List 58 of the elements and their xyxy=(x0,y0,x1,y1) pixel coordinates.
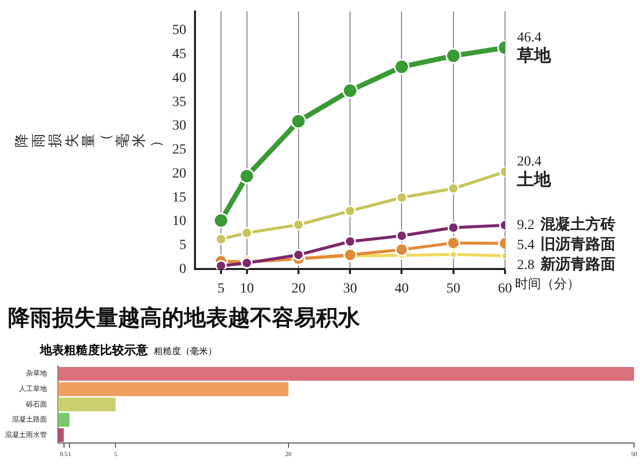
series-label: 旧沥青路面 xyxy=(540,235,616,254)
point xyxy=(394,59,410,75)
point xyxy=(342,82,358,98)
point xyxy=(446,236,460,250)
point xyxy=(396,230,408,242)
bar xyxy=(58,366,634,381)
y-tick-label: 10 xyxy=(172,214,186,230)
point xyxy=(292,249,304,261)
text: 新沥青路面 xyxy=(540,255,616,274)
y-tick-label: 40 xyxy=(172,70,186,86)
x-axis-title: 粗糙度（毫米） xyxy=(154,347,217,357)
y-tick-label: 45 xyxy=(172,47,186,62)
x-axis-title: 时间（分） xyxy=(515,276,580,292)
series-label: 草地 xyxy=(516,46,552,66)
text: 降雨损失量越高的地表越不容易积水 xyxy=(8,304,361,333)
point xyxy=(215,233,227,245)
y-tick-label: 25 xyxy=(172,142,186,158)
point xyxy=(241,227,253,239)
y-tick-label: 35 xyxy=(172,94,186,110)
chart-title: 地表粗糙度比较示意 xyxy=(40,343,148,357)
x-tick-label: 5 xyxy=(218,281,225,296)
bar xyxy=(58,412,70,427)
x-tick-label: 40 xyxy=(394,281,409,296)
series-label: 土地 xyxy=(516,170,552,190)
point xyxy=(396,192,408,204)
point xyxy=(446,48,462,64)
data-label: 9.2 xyxy=(517,218,534,233)
x-tick-label: 10 xyxy=(240,281,254,296)
point xyxy=(239,168,255,184)
x-tick-label: 30 xyxy=(343,281,358,296)
y-tick-label: 5 xyxy=(179,238,186,253)
data-label: 20.4 xyxy=(517,154,542,170)
bar xyxy=(58,428,64,442)
x-tick-label: 50 xyxy=(446,281,460,296)
point xyxy=(344,205,356,217)
y-tick-label: 30 xyxy=(172,118,186,134)
point xyxy=(213,212,229,228)
data-label: 5.4 xyxy=(517,238,534,253)
point xyxy=(292,219,304,231)
x-tick-label: 60 xyxy=(498,281,512,296)
point xyxy=(290,113,306,129)
bar xyxy=(58,382,288,396)
text: 混凝土方砖 xyxy=(540,215,616,234)
point xyxy=(448,182,460,194)
point xyxy=(344,236,356,248)
data-label: 46.4 xyxy=(517,30,542,46)
point xyxy=(449,250,458,259)
data-label: 2.8 xyxy=(517,258,534,273)
y-tick-label: 50 xyxy=(172,23,186,38)
text: 降雨损失量（毫米） xyxy=(14,133,164,148)
y-tick-label: 0 xyxy=(179,262,186,277)
point xyxy=(394,242,408,256)
bar xyxy=(58,398,116,412)
point xyxy=(343,248,357,262)
y-tick-label: 20 xyxy=(172,166,186,182)
y-tick-label: 15 xyxy=(172,190,186,206)
x-tick-label: 20 xyxy=(291,281,306,296)
point xyxy=(448,222,460,234)
